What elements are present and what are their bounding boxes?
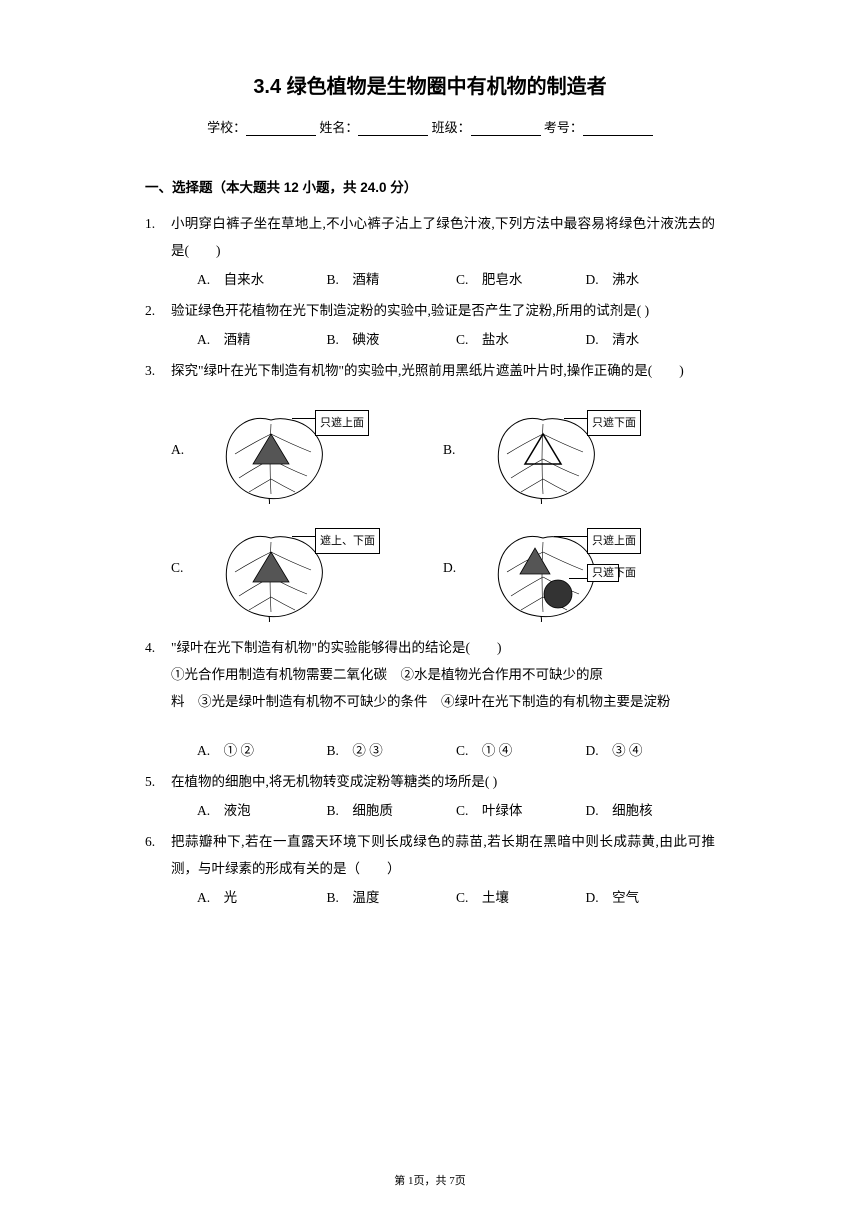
qnum: 2. <box>145 297 171 353</box>
qnum: 4. <box>145 634 171 764</box>
field-school-label: 学校： <box>207 120 246 135</box>
field-class-label: 班级： <box>432 120 471 135</box>
option-c: C. ① ④ <box>456 737 586 764</box>
option-a: A. 光 <box>197 884 327 911</box>
stem: "绿叶在光下制造有机物"的实验能够得出的结论是( ) <box>171 634 715 661</box>
option-d: D. 细胞核 <box>586 797 716 824</box>
blank-examno <box>583 122 653 136</box>
option-b: B. 碘液 <box>327 326 457 353</box>
options-row: A. 光 B. 温度 C. 土壤 D. 空气 <box>171 884 715 911</box>
blank-name <box>358 122 428 136</box>
option-c: C. 遮上、下面 <box>171 512 443 622</box>
stem-line: 料 ③光是绿叶制造有机物不可缺少的条件 ④绿叶在光下制造的有机物主要是淀粉 <box>171 688 715 715</box>
option-b: B. ② ③ <box>327 737 457 764</box>
option-d: D. 空气 <box>586 884 716 911</box>
option-d: D. 只遮上面 只遮下面 <box>443 512 715 622</box>
question-3: 3. 探究"绿叶在光下制造有机物"的实验中,光照前用黑纸片遮盖叶片时,操作正确的… <box>145 357 715 630</box>
option-a: A. ① ② <box>197 737 327 764</box>
page-title: 3.4 绿色植物是生物圈中有机物的制造者 <box>145 70 715 99</box>
options-row: A. ① ② B. ② ③ C. ① ④ D. ③ ④ <box>171 737 715 764</box>
field-examno-label: 考号： <box>544 120 583 135</box>
question-1: 1. 小明穿白裤子坐在草地上,不小心裤子沾上了绿色汁液,下列方法中最容易将绿色汁… <box>145 210 715 293</box>
stem: 小明穿白裤子坐在草地上,不小心裤子沾上了绿色汁液,下列方法中最容易将绿色汁液洗去… <box>171 210 715 264</box>
options-row: A. 酒精 B. 碘液 C. 盐水 D. 清水 <box>171 326 715 353</box>
stem: 把蒜瓣种下,若在一直露天环境下则长成绿色的蒜苗,若长期在黑暗中则长成蒜黄,由此可… <box>171 828 715 882</box>
option-c: C. 土壤 <box>456 884 586 911</box>
option-d: D. 清水 <box>586 326 716 353</box>
stem: 在植物的细胞中,将无机物转变成淀粉等糖类的场所是( ) <box>171 768 715 795</box>
question-2: 2. 验证绿色开花植物在光下制造淀粉的实验中,验证是否产生了淀粉,所用的试剂是(… <box>145 297 715 353</box>
blank-class <box>471 122 541 136</box>
stem: 验证绿色开花植物在光下制造淀粉的实验中,验证是否产生了淀粉,所用的试剂是( ) <box>171 297 715 324</box>
option-b: B. 温度 <box>327 884 457 911</box>
options-row: A. 自来水 B. 酒精 C. 肥皂水 D. 沸水 <box>171 266 715 293</box>
qnum: 6. <box>145 828 171 911</box>
qnum: 3. <box>145 357 171 630</box>
leaf-diagram-b: 只遮下面 <box>469 394 639 504</box>
qnum: 5. <box>145 768 171 824</box>
option-a: A. 酒精 <box>197 326 327 353</box>
student-info-line: 学校： 姓名： 班级： 考号： <box>145 117 715 136</box>
option-c: C. 盐水 <box>456 326 586 353</box>
option-a: A. 只遮上面 <box>171 394 443 504</box>
stem: 探究"绿叶在光下制造有机物"的实验中,光照前用黑纸片遮盖叶片时,操作正确的是( … <box>171 357 715 384</box>
option-c: C. 叶绿体 <box>456 797 586 824</box>
question-5: 5. 在植物的细胞中,将无机物转变成淀粉等糖类的场所是( ) A. 液泡 B. … <box>145 768 715 824</box>
image-options: A. 只遮上面 B. <box>171 394 715 630</box>
stem-line: ①光合作用制造有机物需要二氧化碳 ②水是植物光合作用不可缺少的原 <box>171 661 715 688</box>
option-b: B. 细胞质 <box>327 797 457 824</box>
options-row: A. 液泡 B. 细胞质 C. 叶绿体 D. 细胞核 <box>171 797 715 824</box>
page-footer: 第 1页，共 7页 <box>0 1172 860 1188</box>
label-box: 只遮上面 <box>315 410 369 436</box>
option-a: A. 液泡 <box>197 797 327 824</box>
label-box: 遮上、下面 <box>315 528 380 554</box>
question-4: 4. "绿叶在光下制造有机物"的实验能够得出的结论是( ) ①光合作用制造有机物… <box>145 634 715 764</box>
option-d: D. 沸水 <box>586 266 716 293</box>
leaf-diagram-d: 只遮上面 只遮下面 <box>469 512 639 622</box>
label-box: 只遮上面 <box>587 528 641 554</box>
label-box: 只遮下面 <box>587 410 641 436</box>
blank-school <box>246 122 316 136</box>
option-b: B. 只遮下面 <box>443 394 715 504</box>
field-name-label: 姓名： <box>319 120 358 135</box>
section-title: 一、选择题（本大题共 12 小题，共 24.0 分） <box>145 176 715 196</box>
option-c: C. 肥皂水 <box>456 266 586 293</box>
option-a: A. 自来水 <box>197 266 327 293</box>
option-d: D. ③ ④ <box>586 737 716 764</box>
label-box: 只遮下面 <box>587 564 619 582</box>
leaf-diagram-c: 遮上、下面 <box>197 512 367 622</box>
option-b: B. 酒精 <box>327 266 457 293</box>
question-6: 6. 把蒜瓣种下,若在一直露天环境下则长成绿色的蒜苗,若长期在黑暗中则长成蒜黄,… <box>145 828 715 911</box>
qnum: 1. <box>145 210 171 293</box>
leaf-diagram-a: 只遮上面 <box>197 394 367 504</box>
